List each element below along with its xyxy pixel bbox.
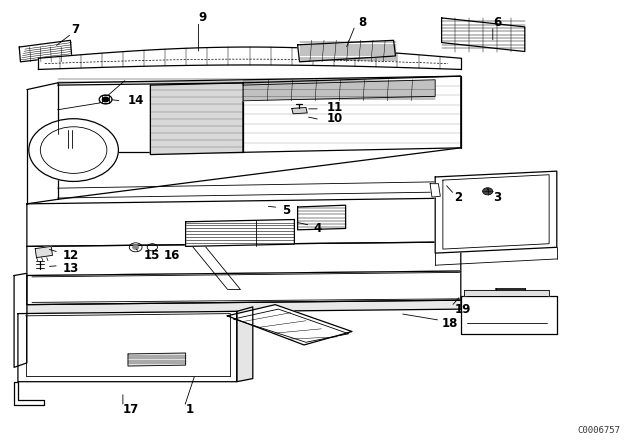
Polygon shape: [35, 246, 52, 258]
Text: 2: 2: [454, 190, 463, 204]
Polygon shape: [243, 80, 435, 101]
Polygon shape: [237, 307, 253, 382]
Text: 14: 14: [128, 94, 145, 108]
Polygon shape: [298, 40, 396, 62]
Polygon shape: [14, 382, 44, 405]
Polygon shape: [435, 171, 557, 253]
Text: 17: 17: [123, 403, 139, 417]
Polygon shape: [14, 273, 27, 367]
Polygon shape: [27, 271, 461, 305]
Text: 9: 9: [198, 11, 207, 25]
Text: 11: 11: [326, 101, 342, 114]
Polygon shape: [292, 108, 307, 114]
Polygon shape: [19, 40, 72, 62]
Text: 8: 8: [358, 16, 367, 29]
Text: 7: 7: [72, 22, 80, 36]
Text: 1: 1: [186, 403, 194, 417]
Text: 4: 4: [314, 222, 322, 235]
Circle shape: [99, 95, 112, 104]
Polygon shape: [128, 353, 186, 366]
Polygon shape: [27, 242, 461, 276]
Polygon shape: [461, 296, 557, 334]
Circle shape: [483, 188, 493, 195]
Polygon shape: [38, 47, 461, 69]
Polygon shape: [150, 83, 243, 155]
Text: 16: 16: [163, 249, 180, 262]
Text: 3: 3: [493, 190, 501, 204]
Text: 5: 5: [282, 204, 290, 217]
Text: 13: 13: [63, 262, 79, 276]
Polygon shape: [18, 311, 237, 382]
Polygon shape: [243, 76, 461, 152]
Polygon shape: [27, 300, 461, 314]
Circle shape: [102, 97, 109, 102]
Polygon shape: [27, 198, 461, 246]
Text: 18: 18: [442, 317, 458, 330]
Text: 6: 6: [493, 16, 501, 29]
Text: C0006757: C0006757: [577, 426, 620, 435]
Polygon shape: [430, 184, 440, 197]
Polygon shape: [442, 18, 525, 52]
Polygon shape: [464, 290, 549, 296]
Polygon shape: [298, 205, 346, 230]
Polygon shape: [186, 220, 294, 246]
Circle shape: [29, 119, 118, 181]
Text: 10: 10: [326, 112, 342, 125]
Text: 12: 12: [63, 249, 79, 262]
Text: 15: 15: [144, 249, 161, 262]
Text: 19: 19: [454, 302, 471, 316]
Circle shape: [132, 245, 139, 250]
Polygon shape: [227, 305, 352, 345]
